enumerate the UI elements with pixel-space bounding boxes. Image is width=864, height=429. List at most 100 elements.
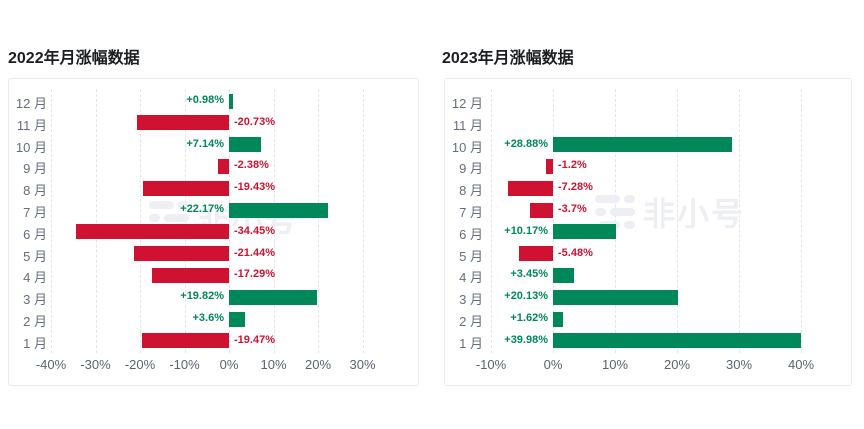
bar-2月[interactable] <box>229 311 246 327</box>
y-axis-month-label: 6 月 <box>23 226 47 242</box>
y-axis-month-label: 3 月 <box>23 292 47 308</box>
bar-value-label: -20.73% <box>234 115 275 128</box>
y-axis-month-label: 2 月 <box>23 314 47 329</box>
bar-value-label: -2.38% <box>234 159 269 172</box>
gridline <box>95 89 97 353</box>
x-axis-tick-label: 10% <box>260 357 287 372</box>
y-axis-month-label: 1 月 <box>459 335 483 351</box>
y-axis-month-label: 11 月 <box>452 117 483 133</box>
bar-8月[interactable] <box>142 180 229 196</box>
bar-4月[interactable] <box>553 267 575 283</box>
bar-2月[interactable] <box>553 311 564 327</box>
bar-value-label: +39.98% <box>504 333 548 346</box>
x-axis-tick-label: -30% <box>80 357 111 372</box>
y-axis-month-label: 12 月 <box>15 96 47 111</box>
bar-9月[interactable] <box>218 158 229 174</box>
y-axis-month-label: 7 月 <box>459 205 483 220</box>
bar-8月[interactable] <box>507 180 553 196</box>
bar-7月[interactable] <box>229 202 328 218</box>
gridline <box>739 89 740 353</box>
x-axis-tick-label: 0% <box>543 357 563 372</box>
gridline <box>229 89 230 353</box>
x-axis-tick-label: 20% <box>304 357 332 372</box>
y-axis-month-label: 4 月 <box>23 270 47 286</box>
gridline <box>491 89 492 353</box>
bar-value-label: -19.43% <box>234 181 275 194</box>
bar-4月[interactable] <box>152 267 229 283</box>
bar-value-label: +10.17% <box>504 224 548 237</box>
x-axis-tick-label: -20% <box>124 357 156 372</box>
bar-1月[interactable] <box>142 333 229 349</box>
x-axis-tick-label: 30% <box>725 357 753 372</box>
x-axis-tick-label: -10% <box>475 357 507 372</box>
bar-value-label: -5.48% <box>558 246 593 259</box>
feixiaohao-watermark: 非小号 <box>595 189 745 235</box>
x-axis-tick-label: -40% <box>35 357 67 372</box>
gridline <box>51 89 52 353</box>
x-axis-tick-label: 0% <box>219 357 239 372</box>
bar-11月[interactable] <box>136 115 229 131</box>
bar-3月[interactable] <box>229 289 318 305</box>
y-axis-month-label: 8 月 <box>459 183 483 199</box>
bar-value-label: -21.44% <box>234 246 275 259</box>
y-axis-month-label: 11 月 <box>16 117 47 133</box>
y-axis-month-label: 5 月 <box>459 248 483 264</box>
chart-title-2023: 2023年月涨幅数据 <box>442 50 574 67</box>
chart-panel-2023: 非小号 -10% 0% 10% 20% 30% 40% 12 月 11 月 10 月 +28.88%… <box>444 78 852 386</box>
y-axis-month-label: 10 月 <box>15 139 47 155</box>
bar-value-label: -34.45% <box>234 224 275 237</box>
y-axis-month-label: 7 月 <box>23 205 47 220</box>
y-axis-month-label: 6 月 <box>459 226 483 242</box>
chart-panel-2022: 非小号 -40% -30% -20% -10% 0% 10% 20% 30% 12 月 +0.98%… <box>8 78 419 386</box>
bar-value-label: +22.17% <box>180 203 224 215</box>
x-axis-tick-label: 30% <box>349 357 376 372</box>
bar-9月[interactable] <box>545 158 553 174</box>
bar-value-label: -1.2% <box>558 159 587 172</box>
bar-3月[interactable] <box>553 289 678 305</box>
bar-5月[interactable] <box>519 246 553 262</box>
y-axis-month-label: 5 月 <box>23 248 47 264</box>
bar-6月[interactable] <box>553 224 617 240</box>
gridline <box>318 89 319 353</box>
bar-12月[interactable] <box>229 93 234 109</box>
y-axis-month-label: 4 月 <box>459 270 483 286</box>
x-axis-tick-label: -10% <box>169 357 200 372</box>
bar-value-label: +28.88% <box>504 137 548 150</box>
bar-value-label: +3.6% <box>192 312 225 324</box>
y-axis-month-label: 10 月 <box>451 139 483 155</box>
bar-value-label: +3.45% <box>510 268 548 281</box>
y-axis-month-label: 9 月 <box>459 161 483 177</box>
chart-title-2022: 2022年月涨幅数据 <box>8 50 140 67</box>
bar-value-label: +7.14% <box>186 137 224 150</box>
y-axis-month-label: 2 月 <box>459 314 483 329</box>
bar-value-label: -17.29% <box>234 268 275 281</box>
x-axis-tick-label: 10% <box>601 357 629 372</box>
feixiaohao-watermark-text: 非小号 <box>643 196 746 232</box>
bar-7月[interactable] <box>530 202 553 218</box>
bar-6月[interactable] <box>75 224 229 240</box>
gridline <box>677 89 678 353</box>
bar-value-label: -3.7% <box>558 203 587 215</box>
bar-5月[interactable] <box>133 246 229 262</box>
bar-value-label: +19.82% <box>180 290 224 303</box>
gridline <box>362 89 364 353</box>
bar-10月[interactable] <box>553 137 733 153</box>
bar-value-label: +0.98% <box>186 94 224 106</box>
bar-10月[interactable] <box>229 137 261 153</box>
bar-1月[interactable] <box>553 333 801 349</box>
gridline <box>273 89 275 353</box>
x-axis-tick-label: 40% <box>787 357 815 372</box>
x-axis-tick-label: 20% <box>663 357 691 372</box>
gridline <box>553 89 554 353</box>
y-axis-month-label: 8 月 <box>23 183 47 199</box>
bar-value-label: -7.28% <box>558 181 593 194</box>
y-axis-month-label: 3 月 <box>459 292 483 308</box>
bar-value-label: +20.13% <box>504 290 548 303</box>
y-axis-month-label: 9 月 <box>23 161 47 177</box>
y-axis-month-label: 12 月 <box>451 96 483 111</box>
gridline <box>140 89 141 353</box>
bar-value-label: -19.47% <box>234 333 275 346</box>
bar-value-label: +1.62% <box>510 312 548 324</box>
gridline <box>801 89 802 353</box>
y-axis-month-label: 1 月 <box>23 335 47 351</box>
